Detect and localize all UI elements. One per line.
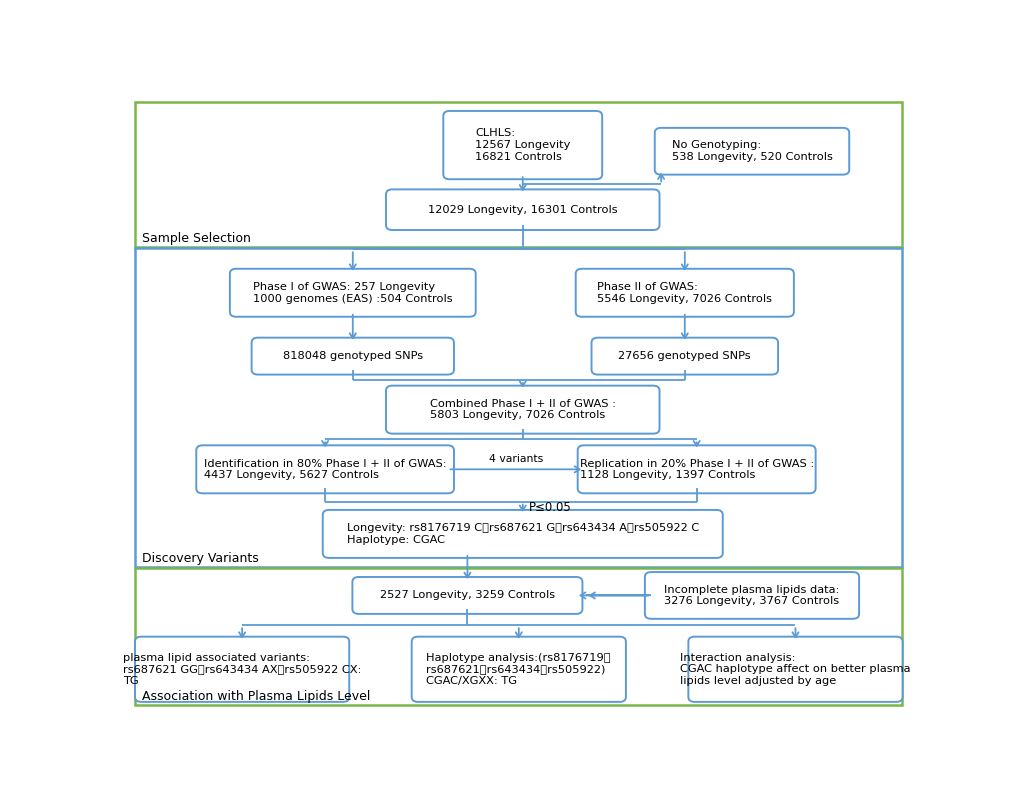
FancyBboxPatch shape [196,445,453,493]
Text: Longevity: rs8176719 C、rs687621 G、rs643434 A、rs505922 C
Haplotype: CGAC: Longevity: rs8176719 C、rs687621 G、rs6434… [346,523,698,545]
FancyBboxPatch shape [575,268,793,316]
FancyBboxPatch shape [577,445,815,493]
Text: Interaction analysis:
CGAC haplotype affect on better plasma
lipids level adjust: Interaction analysis: CGAC haplotype aff… [680,653,910,686]
Text: Incomplete plasma lipids data:
3276 Longevity, 3767 Controls: Incomplete plasma lipids data: 3276 Long… [663,585,839,606]
FancyBboxPatch shape [591,338,777,375]
Text: Replication in 20% Phase I + II of GWAS :
1128 Longevity, 1397 Controls: Replication in 20% Phase I + II of GWAS … [579,459,813,480]
FancyBboxPatch shape [322,510,722,558]
FancyBboxPatch shape [412,637,626,702]
FancyBboxPatch shape [352,577,582,614]
FancyBboxPatch shape [443,111,601,179]
FancyBboxPatch shape [229,268,475,316]
Text: Haplotype analysis:(rs8176719、
rs687621、rs643434、rs505922)
CGAC/XGXX: TG: Haplotype analysis:(rs8176719、 rs687621、… [426,653,610,686]
Text: Association with Plasma Lipids Level: Association with Plasma Lipids Level [142,690,370,703]
FancyBboxPatch shape [654,128,849,175]
FancyBboxPatch shape [135,637,348,702]
Text: Sample Selection: Sample Selection [142,232,251,244]
FancyBboxPatch shape [252,338,453,375]
FancyBboxPatch shape [385,189,659,230]
Text: Discovery Variants: Discovery Variants [142,551,258,565]
Text: Phase II of GWAS:
5546 Longevity, 7026 Controls: Phase II of GWAS: 5546 Longevity, 7026 C… [597,282,771,304]
Text: 12029 Longevity, 16301 Controls: 12029 Longevity, 16301 Controls [428,205,616,215]
FancyBboxPatch shape [644,572,858,619]
Text: 818048 genotyped SNPs: 818048 genotyped SNPs [282,351,423,361]
Text: Identification in 80% Phase I + II of GWAS:
4437 Longevity, 5627 Controls: Identification in 80% Phase I + II of GW… [204,459,446,480]
Text: 4 variants: 4 variants [488,455,542,464]
Text: P≤0.05: P≤0.05 [529,501,572,514]
Text: No Genotyping:
538 Longevity, 520 Controls: No Genotyping: 538 Longevity, 520 Contro… [671,141,832,162]
FancyBboxPatch shape [385,386,659,434]
Text: Phase I of GWAS: 257 Longevity
1000 genomes (EAS) :504 Controls: Phase I of GWAS: 257 Longevity 1000 geno… [253,282,452,304]
Text: plasma lipid associated variants:
rs687621 GG、rs643434 AX、rs505922 CX:
TG: plasma lipid associated variants: rs6876… [123,653,361,686]
FancyBboxPatch shape [688,637,902,702]
Text: 2527 Longevity, 3259 Controls: 2527 Longevity, 3259 Controls [379,590,554,600]
Text: Combined Phase I + II of GWAS :
5803 Longevity, 7026 Controls: Combined Phase I + II of GWAS : 5803 Lon… [429,399,615,420]
Text: 27656 genotyped SNPs: 27656 genotyped SNPs [618,351,750,361]
Text: CLHLS:
12567 Longevity
16821 Controls: CLHLS: 12567 Longevity 16821 Controls [475,129,570,161]
